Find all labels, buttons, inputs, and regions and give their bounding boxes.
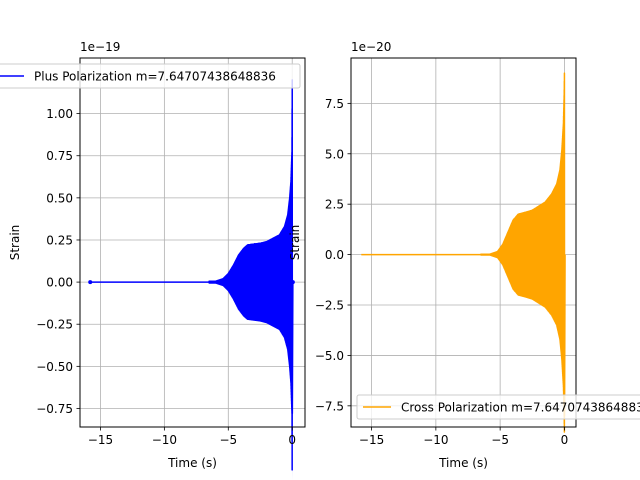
right-x-ticks: −15 −10 −5 0 (359, 427, 568, 447)
right-waveform (361, 72, 566, 433)
x-tick-label: −5 (219, 433, 237, 447)
x-tick-label: −10 (152, 433, 177, 447)
right-legend: Cross Polarization m=7.64707438648836 (356, 394, 640, 420)
y-tick-label: −5.0 (315, 349, 344, 363)
y-tick-label: 7.5 (325, 97, 344, 111)
right-offset-text: 1e−20 (351, 40, 391, 54)
x-tick-label: −15 (359, 433, 384, 447)
y-tick-label: −2.5 (315, 299, 344, 313)
y-tick-label: 0.00 (46, 276, 73, 290)
y-tick-label: 0.0 (325, 248, 344, 262)
right-x-axis-label: Time (s) (438, 456, 488, 470)
x-tick-label: −15 (88, 433, 113, 447)
y-tick-label: 1.00 (46, 107, 73, 121)
y-tick-label: 0.25 (46, 233, 73, 247)
y-tick-label: 0.75 (46, 149, 73, 163)
left-y-ticks: −0.75 −0.50 −0.25 0.00 0.25 0.50 0.75 1.00 (36, 107, 80, 416)
waveform-end-marker (290, 280, 295, 285)
plus-polarization-subplot: −15 −10 −5 0 −0.75 −0.50 −0.25 0.00 0.25 0.50 0.7… (0, 40, 306, 480)
right-y-axis-label: Strain (288, 225, 302, 261)
x-tick-label: 0 (288, 433, 296, 447)
left-x-ticks: −15 −10 −5 0 (88, 427, 296, 447)
y-tick-label: 5.0 (325, 147, 344, 161)
waveform-start-marker (88, 280, 93, 285)
left-legend: Plus Polarization m=7.64707438648836 (0, 63, 301, 89)
right-axes-frame (350, 57, 577, 428)
y-tick-label: 0.50 (46, 191, 73, 205)
cross-polarization-subplot: −15 −10 −5 0 −7.5 −5.0 −2.5 0.0 2.5 5.0 7.5 1e−20… (288, 40, 640, 470)
left-axes-frame (79, 57, 306, 428)
y-tick-label: −0.50 (36, 360, 73, 374)
left-legend-label: Plus Polarization m=7.64707438648836 (34, 70, 276, 84)
left-legend-box (0, 63, 301, 89)
y-tick-label: 2.5 (325, 198, 344, 212)
y-tick-label: −0.75 (36, 402, 73, 416)
left-waveform (88, 79, 295, 480)
right-legend-box (356, 394, 640, 420)
x-tick-label: 0 (561, 433, 569, 447)
left-y-axis-label: Strain (8, 225, 22, 261)
y-tick-label: −7.5 (315, 399, 344, 413)
x-tick-label: −5 (491, 433, 509, 447)
x-tick-label: −10 (423, 433, 448, 447)
right-legend-label: Cross Polarization m=7.64707438648836 (401, 401, 640, 415)
y-tick-label: −0.25 (36, 318, 73, 332)
left-offset-text: 1e−19 (80, 40, 120, 54)
left-x-axis-label: Time (s) (167, 456, 217, 470)
waveform-fill (220, 83, 293, 480)
right-y-ticks: −7.5 −5.0 −2.5 0.0 2.5 5.0 7.5 (315, 97, 351, 413)
waveform-fill (492, 76, 565, 433)
